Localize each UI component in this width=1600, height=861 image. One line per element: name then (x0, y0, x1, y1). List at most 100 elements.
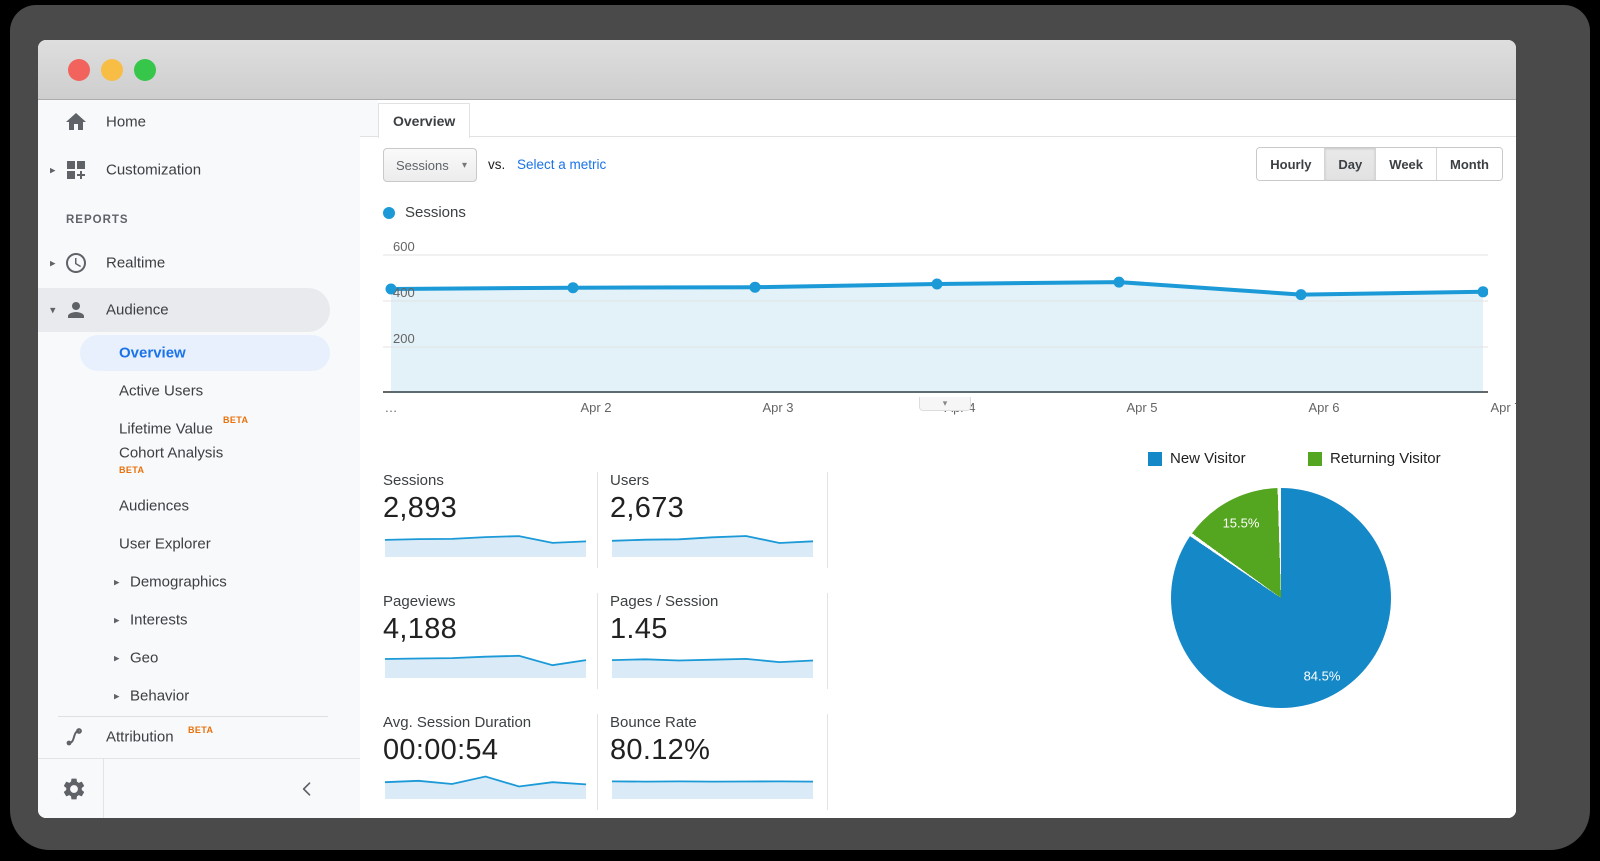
close-window-button[interactable] (68, 59, 90, 81)
sparkline (611, 657, 814, 678)
sidebar-item-audience[interactable]: ▾ Audience (38, 288, 330, 332)
beta-badge: BETA (188, 725, 214, 735)
sidebar-item-behavior[interactable]: ▸ Behavior (38, 678, 360, 714)
sidebar-item-cohort-analysis[interactable]: Cohort Analysis BETA (38, 441, 360, 483)
metric-label: Users (610, 472, 650, 489)
sidebar-item-label: Behavior (130, 687, 190, 705)
metric-value: 2,673 (610, 492, 685, 524)
x-axis-tick: Apr 2 (580, 400, 612, 415)
sidebar-item-overview[interactable]: Overview (80, 335, 330, 371)
sidebar-item-label: Customization (106, 161, 202, 179)
sidebar-item-attribution[interactable]: Attribution BETA (38, 719, 360, 755)
main-content: Overview Sessions ▾ vs. Select a metric … (360, 100, 1516, 818)
granularity-week-button[interactable]: Week (1375, 148, 1437, 180)
reports-section-label: REPORTS (66, 214, 129, 226)
beta-badge: BETA (119, 465, 145, 475)
metric-label: Pages / Session (610, 593, 719, 610)
metric-card-avg-session-duration: Avg. Session Duration 00:00:54 (383, 714, 598, 810)
customization-icon (64, 158, 88, 182)
pie-slice-label: 15.5% (1222, 515, 1260, 531)
sidebar-item-realtime[interactable]: ▸ Realtime (38, 245, 360, 281)
sidebar-item-active-users[interactable]: Active Users (38, 373, 360, 409)
sidebar-divider (58, 716, 328, 717)
legend-label: Returning Visitor (1330, 450, 1441, 467)
footer-divider (103, 759, 104, 818)
chevron-right-icon: ▸ (50, 257, 56, 270)
pie-legend-returning-visitor: Returning Visitor (1308, 450, 1441, 467)
sidebar-item-home[interactable]: Home (38, 104, 360, 140)
x-axis-tick: … (384, 400, 398, 415)
select-metric-link[interactable]: Select a metric (517, 157, 607, 172)
sparkline (384, 654, 587, 678)
granularity-month-button[interactable]: Month (1436, 148, 1502, 180)
sidebar-item-customization[interactable]: ▸ Customization (38, 152, 360, 188)
sidebar-item-demographics[interactable]: ▸ Demographics (38, 564, 360, 600)
sparkline (384, 775, 587, 799)
sidebar-item-geo[interactable]: ▸ Geo (38, 640, 360, 676)
metric-value: 2,893 (383, 492, 458, 524)
granularity-day-button[interactable]: Day (1324, 148, 1376, 180)
metric-card-pages-per-session: Pages / Session 1.45 (610, 593, 828, 689)
zoom-window-button[interactable] (134, 59, 156, 81)
sidebar-item-label: Lifetime Value (119, 420, 213, 438)
metric-label: Avg. Session Duration (383, 714, 532, 731)
settings-gear-button[interactable] (61, 776, 87, 802)
x-axis-tick: Apr 5 (1126, 400, 1158, 415)
window-titlebar (38, 40, 1516, 100)
metric-card-sessions: Sessions 2,893 (383, 472, 598, 568)
minimize-window-button[interactable] (101, 59, 123, 81)
sidebar-item-label: Interests (130, 611, 188, 629)
sidebar: Home ▸ Customization REPORTS ▸ Realtime … (38, 100, 360, 818)
pie-slice-label: 84.5% (1303, 668, 1341, 684)
tabbar-strip (360, 100, 378, 136)
metric-value: 00:00:54 (383, 734, 499, 766)
sidebar-item-label: Overview (119, 344, 186, 362)
metric-value: 1.45 (610, 613, 668, 645)
sparkline (611, 780, 814, 799)
sidebar-item-audiences[interactable]: Audiences (38, 488, 360, 524)
chevron-right-icon: ▸ (114, 690, 120, 703)
tab-label: Overview (393, 113, 456, 129)
caret-down-icon: ▾ (461, 159, 467, 171)
metric-card-bounce-rate: Bounce Rate 80.12% (610, 714, 828, 810)
chevron-down-icon: ▾ (50, 304, 56, 317)
pie-legend-new-visitor: New Visitor (1148, 450, 1246, 467)
clock-icon (64, 251, 88, 275)
y-axis-tick: 400 (393, 285, 415, 300)
person-icon (64, 298, 88, 322)
collapse-sidebar-button[interactable] (297, 779, 317, 799)
sidebar-item-user-explorer[interactable]: User Explorer (38, 526, 360, 562)
sidebar-item-label: Active Users (119, 382, 204, 400)
sidebar-item-label: Demographics (130, 573, 227, 591)
legend-label: New Visitor (1170, 450, 1246, 467)
tab-bar: Overview (360, 100, 1516, 138)
sessions-line-chart: 600 400 200 (383, 230, 1488, 393)
tab-overview[interactable]: Overview (378, 103, 471, 138)
sidebar-item-label: Cohort Analysis (119, 444, 224, 462)
sidebar-item-label: Realtime (106, 254, 166, 272)
y-axis-tick: 600 (393, 239, 415, 254)
chevron-right-icon: ▸ (114, 652, 120, 665)
chevron-right-icon: ▸ (114, 576, 120, 589)
metric-value: 4,188 (383, 613, 458, 645)
vs-label: vs. (488, 157, 506, 172)
legend-label: Sessions (405, 204, 466, 221)
sparkline (611, 535, 814, 557)
visitor-pie-chart: 15.5% 84.5% (1171, 488, 1391, 708)
chart-legend: Sessions (383, 204, 466, 221)
x-axis-tick: Apr 3 (762, 400, 794, 415)
sidebar-item-lifetime-value[interactable]: Lifetime Value BETA (38, 411, 360, 447)
legend-swatch-icon (1148, 451, 1162, 466)
chart-collapse-handle[interactable]: ▾ (919, 397, 971, 411)
sidebar-item-interests[interactable]: ▸ Interests (38, 602, 360, 638)
metric-selector-dropdown[interactable]: Sessions ▾ (383, 148, 477, 182)
x-axis-tick: Apr 7 (1490, 400, 1516, 415)
granularity-hourly-button[interactable]: Hourly (1257, 148, 1325, 180)
app-window: Home ▸ Customization REPORTS ▸ Realtime … (38, 40, 1516, 818)
sidebar-item-label: Geo (130, 649, 159, 667)
home-icon (64, 110, 88, 134)
metric-label: Bounce Rate (610, 714, 697, 731)
metric-card-users: Users 2,673 (610, 472, 828, 568)
metric-label: Sessions (383, 472, 444, 489)
granularity-button-group: Hourly Day Week Month (1256, 147, 1503, 181)
